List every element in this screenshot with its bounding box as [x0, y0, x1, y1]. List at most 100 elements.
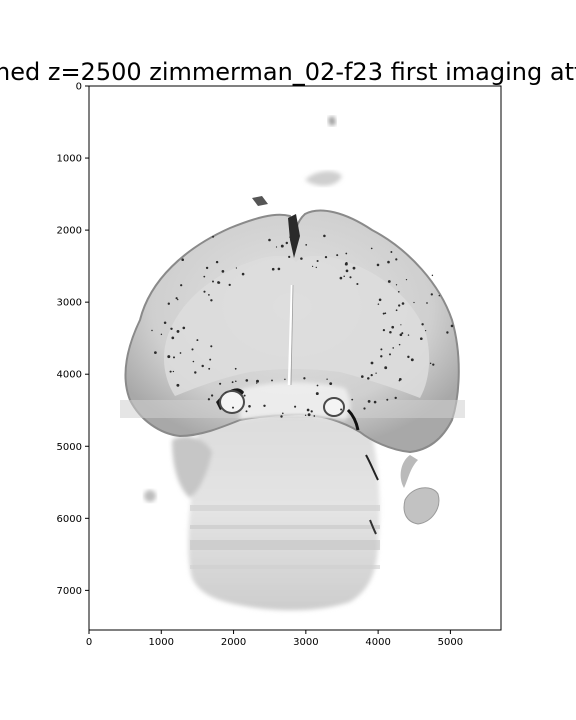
- speck: [228, 283, 231, 287]
- speck: [304, 414, 307, 416]
- speck: [340, 408, 343, 411]
- speck: [323, 234, 326, 238]
- x-tick-label: 5000: [438, 637, 463, 648]
- speck: [329, 382, 333, 386]
- x-tick-label: 2000: [221, 637, 246, 648]
- y-tick-label: 2000: [57, 226, 82, 237]
- speck: [405, 278, 408, 281]
- y-tick-label: 3000: [57, 298, 82, 309]
- stem-stripe-2: [190, 525, 380, 529]
- speck: [387, 260, 390, 264]
- speck: [339, 276, 343, 280]
- y-tick-label: 1000: [57, 154, 82, 165]
- speck: [163, 321, 167, 324]
- speck: [429, 362, 432, 365]
- speck: [167, 355, 171, 359]
- speck: [234, 367, 237, 370]
- speck: [263, 404, 266, 408]
- speck: [310, 410, 313, 413]
- speck: [284, 378, 286, 381]
- speck: [221, 270, 225, 273]
- ring-right: [323, 397, 345, 417]
- speck: [181, 258, 184, 261]
- speck: [450, 324, 454, 328]
- speck: [196, 339, 199, 342]
- speck: [268, 238, 271, 242]
- speck: [169, 370, 172, 373]
- speck: [397, 290, 400, 293]
- speck: [280, 244, 284, 248]
- speck: [288, 255, 291, 258]
- speck: [407, 355, 410, 359]
- speck: [380, 348, 383, 351]
- speck: [282, 412, 284, 415]
- speck: [256, 382, 258, 384]
- speck: [210, 394, 214, 397]
- speck: [419, 337, 423, 341]
- debris-top: [305, 171, 342, 186]
- speck: [430, 293, 433, 296]
- speck: [343, 275, 345, 278]
- speck: [349, 276, 352, 279]
- speck: [370, 373, 373, 377]
- speck: [315, 392, 319, 396]
- speck: [231, 381, 234, 384]
- speck: [363, 407, 366, 410]
- speck: [232, 406, 234, 409]
- speck: [316, 384, 319, 387]
- speck: [313, 415, 316, 417]
- speck: [336, 254, 339, 257]
- speck: [345, 252, 348, 255]
- speck: [375, 372, 377, 374]
- x-axis: 0 1000 2000 3000 4000 5000: [86, 630, 463, 648]
- speck: [225, 391, 227, 394]
- right-blob: [403, 487, 440, 525]
- speck: [311, 265, 314, 268]
- y-tick-label: 7000: [57, 586, 82, 597]
- speck: [401, 302, 405, 305]
- speck: [219, 382, 222, 385]
- speck: [395, 258, 398, 261]
- speck: [203, 275, 206, 278]
- chart-title: stitched z=2500 zimmerman_02-f23 first i…: [0, 58, 576, 86]
- y-tick-label: 0: [76, 82, 82, 93]
- stem-stripe-3: [190, 540, 380, 550]
- speck: [212, 280, 214, 283]
- speck: [307, 413, 311, 417]
- speck: [271, 379, 273, 382]
- speck: [305, 244, 308, 246]
- image-content: [120, 116, 465, 611]
- y-tick-label: 6000: [57, 514, 82, 525]
- speck: [167, 302, 170, 305]
- speck: [182, 326, 186, 330]
- speck: [400, 324, 402, 326]
- speck: [194, 371, 197, 374]
- speck: [151, 329, 153, 332]
- speck: [351, 398, 354, 401]
- speck: [395, 309, 398, 312]
- speck: [401, 332, 404, 335]
- speck: [356, 282, 359, 286]
- y-tick-label: 4000: [57, 370, 82, 381]
- debris-top-small: [328, 116, 336, 126]
- speck: [389, 353, 391, 356]
- speck: [175, 297, 178, 300]
- axes-frame: [88, 85, 502, 631]
- speck: [387, 280, 391, 283]
- speck: [210, 345, 213, 348]
- speck: [345, 269, 349, 273]
- ring-left: [219, 390, 245, 414]
- speck: [176, 383, 180, 387]
- speck: [392, 347, 395, 349]
- speck: [395, 284, 398, 286]
- speck: [306, 408, 310, 412]
- right-hook: [400, 455, 418, 488]
- speck: [386, 398, 389, 401]
- stem-stripe-4: [190, 565, 380, 569]
- speck: [235, 267, 238, 269]
- speck: [154, 351, 157, 354]
- speck: [398, 343, 401, 346]
- midline-shadow: [290, 284, 294, 386]
- speck: [370, 361, 374, 365]
- x-tick-label: 1000: [149, 637, 174, 648]
